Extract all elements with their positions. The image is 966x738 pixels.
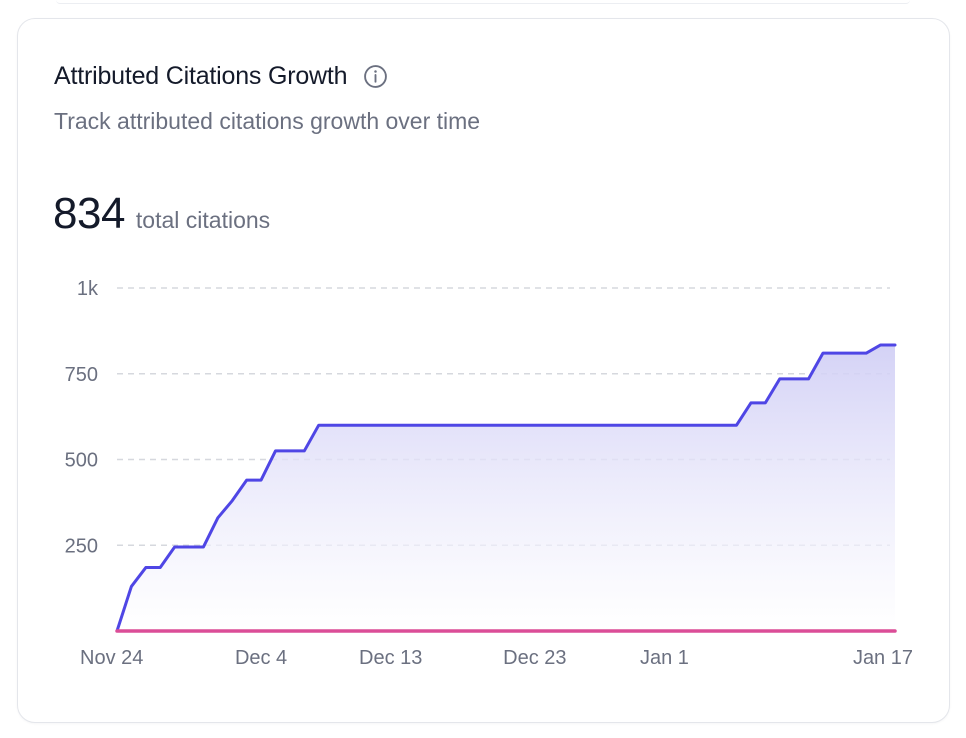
y-tick-label: 250 <box>65 535 98 557</box>
y-axis-ticks: 250 500 750 1k <box>65 278 99 557</box>
series-area <box>117 344 895 631</box>
total-citations-value: 834 <box>53 189 125 238</box>
info-icon[interactable] <box>363 64 388 89</box>
y-tick-label: 750 <box>65 364 98 386</box>
card-title: Attributed Citations Growth <box>54 62 348 90</box>
x-axis-ticks: Nov 24 Dec 4 Dec 13 Dec 23 Jan 1 Jan 17 <box>80 647 913 669</box>
x-tick-label: Nov 24 <box>80 647 143 669</box>
card-header: Attributed Citations Growth <box>54 62 388 91</box>
x-tick-label: Jan 17 <box>853 647 913 669</box>
card-subtitle: Track attributed citations growth over t… <box>54 108 481 134</box>
x-tick-label: Dec 4 <box>235 647 287 669</box>
card-top-edge <box>56 0 910 4</box>
x-tick-label: Dec 23 <box>503 647 566 669</box>
y-tick-label: 500 <box>65 450 98 472</box>
x-tick-label: Dec 13 <box>359 647 422 669</box>
total-citations-label: total citations <box>135 207 271 233</box>
series-layer <box>115 343 897 633</box>
x-tick-label: Jan 1 <box>640 647 689 669</box>
y-tick-label: 1k <box>77 278 99 300</box>
total-citations-summary: 834 total citations <box>53 189 270 239</box>
